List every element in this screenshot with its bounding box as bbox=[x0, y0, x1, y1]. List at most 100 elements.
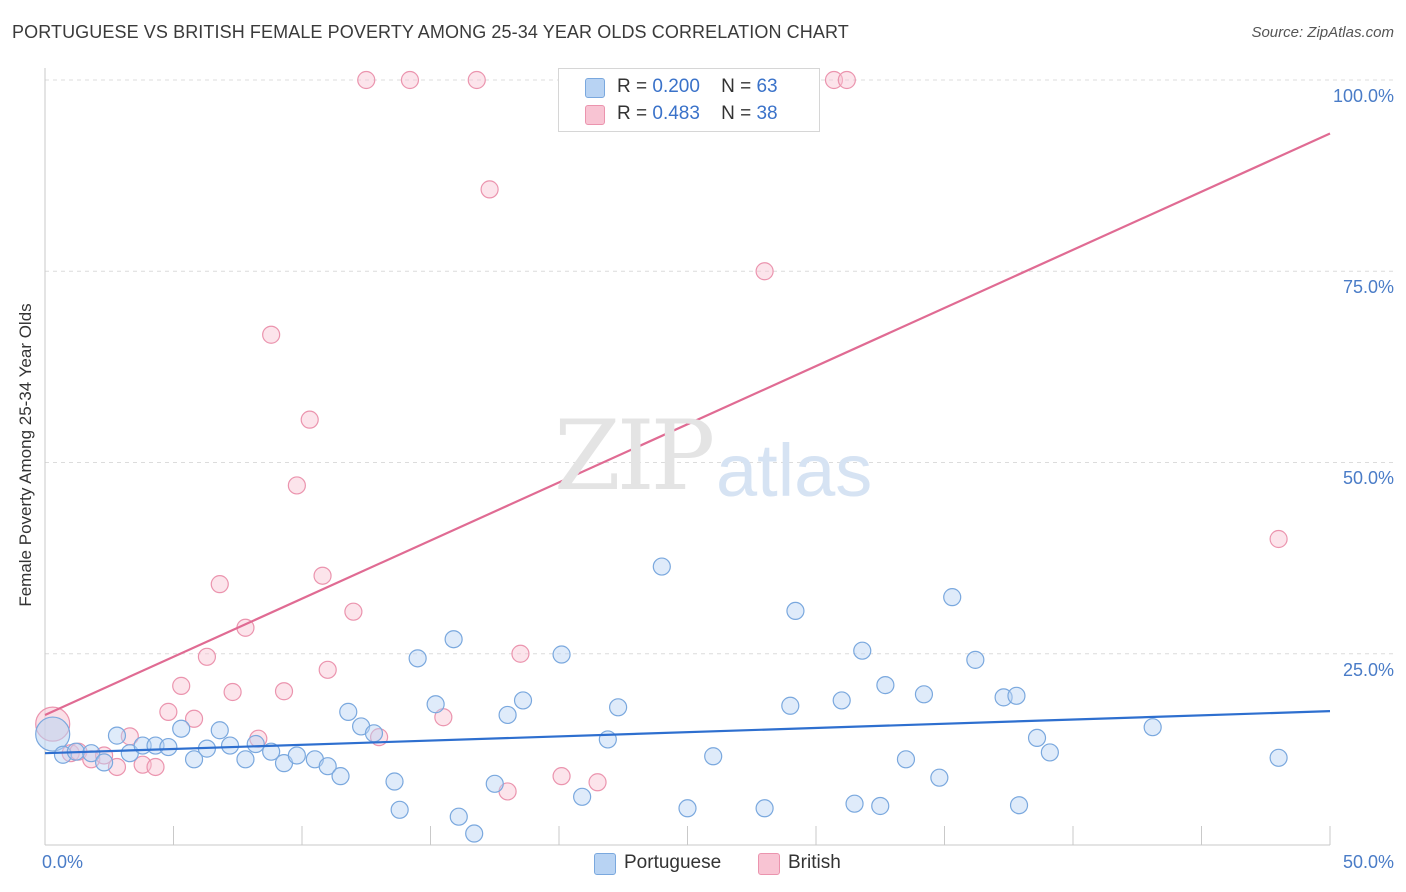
chart-title: PORTUGUESE VS BRITISH FEMALE POVERTY AMO… bbox=[12, 22, 849, 42]
portuguese-point bbox=[339, 702, 358, 721]
portuguese-point bbox=[1007, 686, 1026, 705]
portuguese-point bbox=[1269, 748, 1288, 767]
portuguese-point bbox=[832, 691, 851, 710]
portuguese-point bbox=[781, 696, 800, 715]
portuguese-point bbox=[390, 800, 409, 819]
portuguese-point bbox=[498, 705, 517, 725]
british-point bbox=[357, 70, 376, 90]
british-point bbox=[400, 70, 420, 90]
british-point bbox=[313, 566, 332, 585]
british-legend-label: British bbox=[788, 852, 841, 873]
portuguese-point bbox=[552, 645, 571, 664]
british-point bbox=[837, 70, 856, 90]
british-point bbox=[480, 180, 499, 199]
portuguese-point bbox=[465, 824, 484, 843]
british-point bbox=[511, 644, 530, 663]
british-point bbox=[172, 676, 191, 695]
portuguese-point bbox=[331, 767, 350, 786]
british-point bbox=[318, 660, 337, 679]
portuguese-point bbox=[236, 750, 255, 769]
portuguese-point bbox=[876, 676, 895, 695]
portuguese-point bbox=[1027, 728, 1047, 748]
n-value-portuguese: 63 bbox=[756, 76, 778, 97]
portuguese-point bbox=[914, 685, 934, 704]
portuguese-point bbox=[172, 719, 191, 738]
portuguese-point bbox=[513, 691, 533, 710]
portuguese-point bbox=[573, 787, 592, 806]
portuguese-point bbox=[786, 601, 805, 621]
portuguese-point bbox=[678, 799, 697, 818]
british-point bbox=[588, 773, 607, 792]
portuguese-point bbox=[210, 721, 229, 740]
portuguese-legend-swatch bbox=[594, 853, 616, 875]
y-tick-label-100: 100.0% bbox=[1332, 86, 1394, 106]
portuguese-point bbox=[107, 726, 127, 745]
portuguese-point bbox=[896, 750, 916, 769]
portuguese-point bbox=[485, 774, 504, 793]
y-axis-label: Female Poverty Among 25-34 Year Olds bbox=[16, 303, 35, 607]
r-value-portuguese: 0.200 bbox=[652, 76, 700, 97]
x-tick-label-max: 50.0% bbox=[1342, 852, 1394, 872]
british-point bbox=[287, 476, 306, 495]
portuguese-point bbox=[318, 757, 337, 776]
portuguese-point bbox=[444, 630, 463, 649]
portuguese-point bbox=[609, 698, 628, 717]
british-swatch bbox=[585, 105, 605, 125]
british-point bbox=[210, 575, 229, 594]
british-point bbox=[344, 602, 363, 621]
british-point bbox=[159, 702, 178, 721]
british-trend-line bbox=[44, 132, 1331, 716]
british-point bbox=[274, 682, 294, 701]
british-point bbox=[755, 262, 774, 281]
portuguese-point bbox=[246, 734, 265, 754]
british-point bbox=[300, 410, 319, 429]
british-point bbox=[467, 70, 486, 90]
source-label: Source: ZipAtlas.com bbox=[1251, 24, 1394, 41]
portuguese-point bbox=[95, 753, 114, 772]
portuguese-trend-line bbox=[44, 710, 1331, 755]
british-legend-swatch bbox=[758, 853, 780, 875]
portuguese-point bbox=[35, 716, 71, 752]
british-point bbox=[1269, 529, 1288, 549]
portuguese-point bbox=[943, 588, 962, 607]
stats-legend: R = 0.200 N = 63 R = 0.483 N = 38 bbox=[558, 68, 820, 132]
british-point bbox=[146, 757, 165, 777]
portuguese-point bbox=[1143, 718, 1162, 737]
portuguese-point bbox=[871, 796, 890, 816]
portuguese-point bbox=[755, 799, 774, 818]
british-point bbox=[223, 682, 242, 702]
portuguese-point bbox=[845, 794, 864, 813]
portuguese-point bbox=[966, 650, 985, 669]
r-value-british: 0.483 bbox=[652, 103, 700, 124]
portuguese-point bbox=[82, 744, 101, 763]
portuguese-point bbox=[287, 746, 306, 765]
portuguese-point bbox=[184, 750, 204, 769]
portuguese-point bbox=[704, 747, 723, 766]
portuguese-point bbox=[930, 768, 949, 787]
portuguese-point bbox=[853, 641, 872, 660]
portuguese-point bbox=[652, 557, 671, 576]
y-tick-label-25: 25.0% bbox=[1342, 660, 1394, 680]
portuguese-point bbox=[262, 742, 281, 761]
r-label: R = bbox=[617, 103, 648, 124]
watermark-zip: ZIP bbox=[554, 400, 715, 512]
legend-portuguese-text: R = 0.200 N = 63 bbox=[617, 76, 778, 98]
portuguese-point bbox=[385, 772, 404, 791]
british-point bbox=[262, 325, 281, 344]
british-point bbox=[184, 709, 204, 728]
portuguese-point bbox=[449, 807, 468, 826]
n-value-british: 38 bbox=[756, 103, 778, 124]
british-point bbox=[552, 767, 571, 786]
n-label: N = bbox=[721, 76, 752, 97]
british-point bbox=[824, 70, 844, 90]
y-tick-label-50: 50.0% bbox=[1342, 468, 1394, 488]
r-label: R = bbox=[617, 76, 648, 97]
portuguese-point bbox=[1040, 743, 1059, 762]
portuguese-point bbox=[1009, 796, 1029, 815]
portuguese-point bbox=[220, 736, 240, 755]
y-tick-label-75: 75.0% bbox=[1342, 277, 1394, 297]
watermark-atlas: atlas bbox=[716, 429, 873, 512]
n-label: N = bbox=[721, 103, 752, 124]
legend-british-text: R = 0.483 N = 38 bbox=[617, 103, 778, 125]
